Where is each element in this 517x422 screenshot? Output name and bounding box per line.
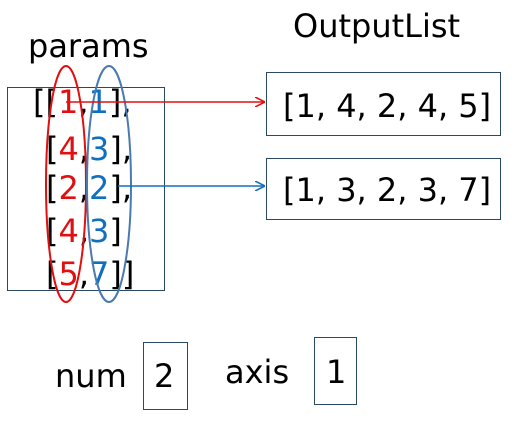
matrix-cell-col0: 4 <box>58 212 79 250</box>
row-bracket-close: ], <box>109 169 133 207</box>
output-list-2: [1, 3, 2, 3, 7] <box>283 171 492 209</box>
row-bracket-close: ]] <box>109 255 135 293</box>
output-box-1 <box>266 72 501 136</box>
axis-value-box <box>314 337 357 405</box>
matrix-cell-col0: 2 <box>58 169 79 207</box>
row-bracket-close: ], <box>109 130 133 168</box>
matrix-row: [2,2], <box>46 172 132 204</box>
row-separator: , <box>78 130 90 168</box>
output-list-label: OutputList <box>293 7 461 45</box>
row-bracket-close: ] <box>109 212 122 250</box>
row-separator: , <box>78 255 90 293</box>
matrix-cell-col0: 5 <box>58 255 79 293</box>
matrix-cell-col1: 3 <box>89 130 110 168</box>
matrix-row: [4,3], <box>46 133 132 165</box>
num-value: 2 <box>154 357 175 395</box>
matrix-cell-col1: 3 <box>89 212 110 250</box>
params-matrix-box <box>7 87 165 291</box>
num-value-box <box>143 342 188 410</box>
row-bracket-open: [ <box>46 169 59 207</box>
params-label: params <box>28 27 149 65</box>
axis-label: axis <box>225 353 290 391</box>
axis-value: 1 <box>326 353 347 391</box>
matrix-cell-col1: 2 <box>89 169 110 207</box>
output-box-2 <box>266 158 501 220</box>
row-bracket-open: [ <box>46 130 59 168</box>
output-list-1: [1, 4, 2, 4, 5] <box>283 87 492 125</box>
num-label: num <box>55 357 127 395</box>
row-separator: , <box>78 169 90 207</box>
matrix-cell-col0: 4 <box>58 130 79 168</box>
column-1-highlight-ellipse <box>86 65 132 303</box>
